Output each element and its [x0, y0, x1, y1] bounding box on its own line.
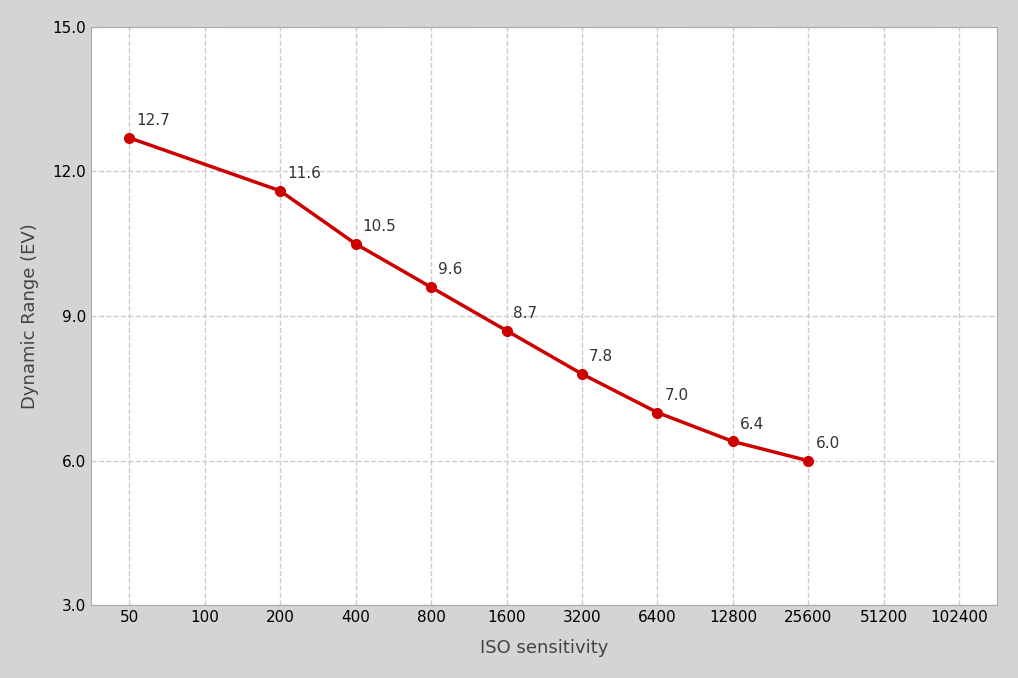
Text: 7.8: 7.8	[589, 349, 613, 364]
X-axis label: ISO sensitivity: ISO sensitivity	[480, 639, 609, 657]
Text: 12.7: 12.7	[136, 113, 170, 128]
Text: 11.6: 11.6	[287, 166, 321, 181]
Text: 9.6: 9.6	[438, 262, 462, 277]
Y-axis label: Dynamic Range (EV): Dynamic Range (EV)	[20, 223, 39, 409]
Text: 6.4: 6.4	[740, 417, 765, 432]
Text: 7.0: 7.0	[665, 388, 688, 403]
Text: 8.7: 8.7	[513, 306, 538, 321]
Text: 6.0: 6.0	[815, 436, 840, 451]
Text: 10.5: 10.5	[362, 219, 396, 234]
